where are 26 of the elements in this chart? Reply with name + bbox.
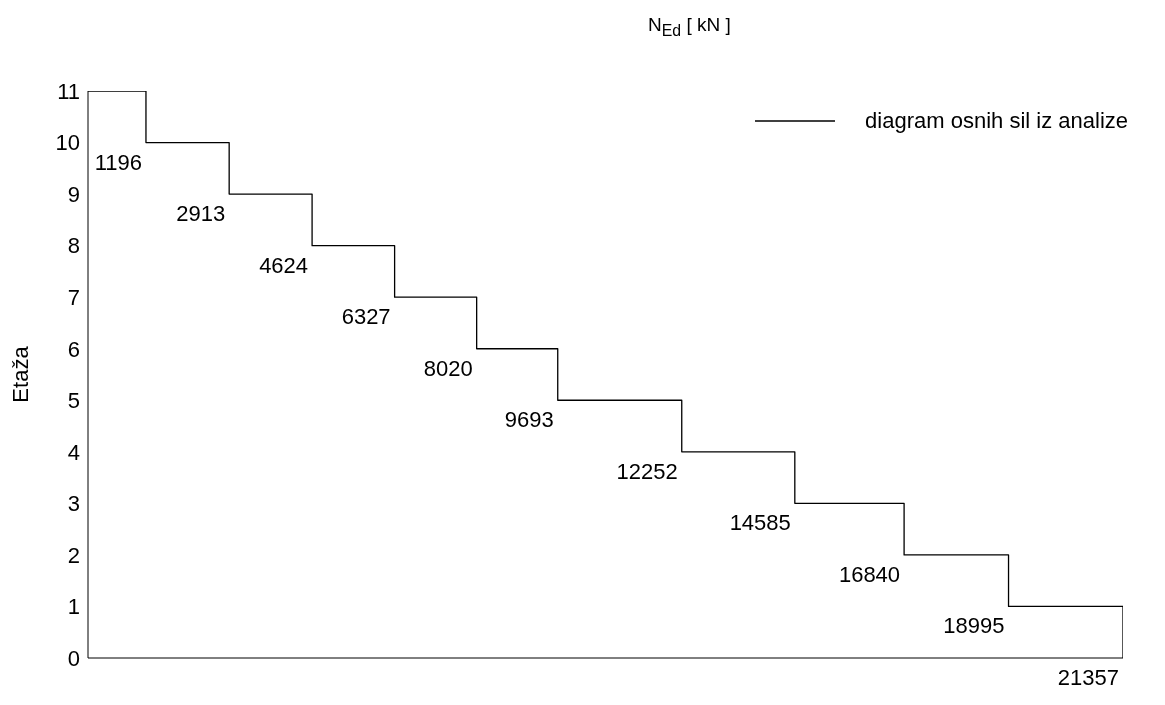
y-tick-label: 9 xyxy=(67,181,80,207)
y-tick-label: 8 xyxy=(67,233,80,259)
data-label: 9693 xyxy=(504,407,554,433)
data-label: 2913 xyxy=(176,201,226,227)
data-label: 6327 xyxy=(341,304,391,330)
data-label: 4624 xyxy=(259,252,309,278)
y-tick-label: 2 xyxy=(67,542,80,568)
data-label: 12252 xyxy=(616,458,678,484)
data-label: 21357 xyxy=(1057,665,1119,690)
y-tick-label: 5 xyxy=(67,388,80,414)
x-axis-title: N$_{Ed}$ [ kN ] xyxy=(648,14,731,40)
legend-label: diagram osnih sil iz analize xyxy=(865,108,1128,134)
y-tick-label: 10 xyxy=(55,130,80,156)
y-tick-label: 7 xyxy=(67,284,80,310)
y-tick-label: 1 xyxy=(67,594,80,620)
y-axis-title: Etaža xyxy=(7,345,33,403)
y-tick-label: 0 xyxy=(67,645,80,671)
data-label: 8020 xyxy=(423,355,473,381)
y-tick-label: 3 xyxy=(67,491,80,517)
y-tick-label: 4 xyxy=(67,439,80,465)
y-tick-label: 11 xyxy=(57,78,80,104)
data-label: 14585 xyxy=(729,510,791,536)
data-label: 16840 xyxy=(838,561,901,587)
data-label: 1196 xyxy=(94,149,142,175)
data-label: 18995 xyxy=(943,613,1005,639)
y-tick-label: 6 xyxy=(67,336,80,362)
